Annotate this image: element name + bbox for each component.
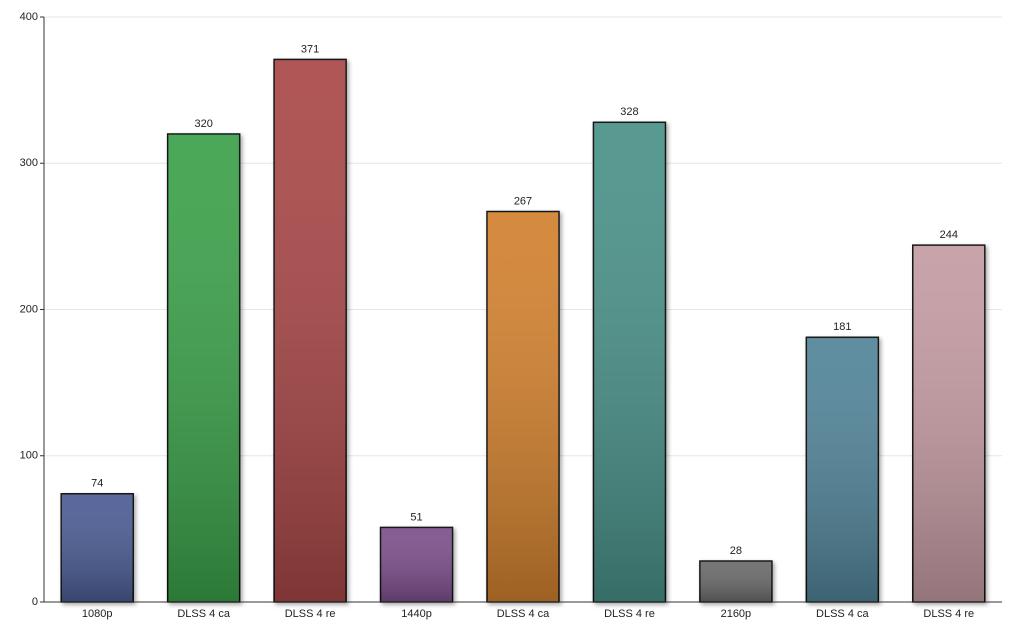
value-label: 371 xyxy=(301,43,319,55)
y-tick-label: 400 xyxy=(20,11,38,23)
value-label: 181 xyxy=(833,321,851,333)
value-label: 51 xyxy=(410,511,422,523)
value-label: 267 xyxy=(514,195,532,207)
bar xyxy=(379,526,454,603)
x-tick-label: DLSS 4 re xyxy=(604,608,655,620)
value-label: 28 xyxy=(730,545,742,557)
value-label: 320 xyxy=(194,118,212,130)
x-tick-label: 1440p xyxy=(401,608,432,620)
bar xyxy=(699,560,773,603)
value-label: 244 xyxy=(940,229,958,241)
bar xyxy=(273,58,347,603)
x-tick-label: DLSS 4 ca xyxy=(816,608,869,620)
x-tick-label: DLSS 4 ca xyxy=(497,608,550,620)
bar xyxy=(592,121,667,603)
y-tick-label: 100 xyxy=(20,450,38,462)
x-tick-label: 2160p xyxy=(721,608,752,620)
value-label: 74 xyxy=(91,478,103,490)
y-tick-label: 0 xyxy=(32,596,38,608)
x-tick-label: 1080p xyxy=(82,608,113,620)
bar xyxy=(805,336,880,603)
y-tick-label: 300 xyxy=(20,157,38,169)
x-tick-label: DLSS 4 ca xyxy=(177,608,230,620)
value-label: 328 xyxy=(620,106,638,118)
bar xyxy=(60,493,134,603)
y-tick-label: 200 xyxy=(20,303,38,315)
bar xyxy=(912,244,986,603)
x-tick-label: DLSS 4 re xyxy=(285,608,336,620)
bar xyxy=(166,133,241,603)
x-tick-label: DLSS 4 re xyxy=(923,608,974,620)
bar xyxy=(486,210,560,603)
